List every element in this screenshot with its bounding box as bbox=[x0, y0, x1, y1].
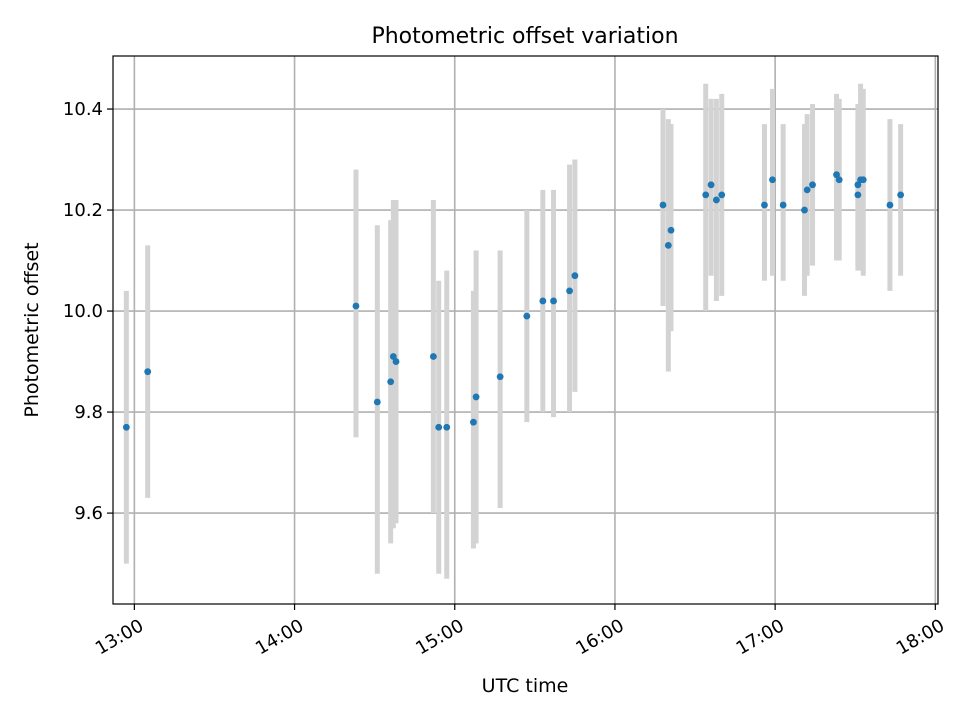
x-axis-label: UTC time bbox=[482, 675, 569, 697]
data-point bbox=[472, 393, 480, 401]
data-point bbox=[144, 368, 152, 376]
data-point bbox=[897, 191, 905, 199]
plot-frame bbox=[112, 55, 939, 605]
data-point bbox=[761, 201, 768, 209]
data-point bbox=[539, 297, 547, 305]
data-point bbox=[664, 242, 672, 249]
data-point bbox=[886, 201, 894, 209]
data-point bbox=[809, 181, 816, 189]
data-point bbox=[392, 358, 400, 365]
data-point bbox=[571, 272, 579, 280]
x-tick-label: 15:00 bbox=[412, 615, 467, 659]
data-point bbox=[566, 287, 573, 295]
data-point bbox=[550, 297, 557, 305]
data-point bbox=[801, 206, 808, 214]
x-tick-label: 17:00 bbox=[733, 615, 788, 659]
data-point bbox=[470, 418, 477, 426]
data-point bbox=[435, 423, 443, 431]
x-tick-label: 18:00 bbox=[893, 615, 948, 659]
data-point bbox=[712, 196, 720, 204]
y-tick-label: 10.0 bbox=[63, 301, 103, 322]
y-tick-layer: 9.6 9.8 10.0 10.2 10.4 bbox=[63, 99, 113, 524]
y-tick-label: 10.4 bbox=[63, 99, 103, 120]
data-point bbox=[659, 201, 667, 209]
data-point bbox=[835, 176, 843, 184]
data-point bbox=[443, 423, 451, 431]
data-point bbox=[859, 176, 867, 184]
x-tick-label: 16:00 bbox=[572, 615, 627, 659]
y-tick-label: 9.6 bbox=[74, 503, 103, 524]
data-point bbox=[429, 353, 437, 360]
data-point bbox=[373, 398, 381, 406]
data-point bbox=[523, 312, 531, 320]
errorbar-layer bbox=[123, 83, 904, 579]
y-tick-label: 10.2 bbox=[63, 200, 103, 221]
data-point bbox=[769, 176, 776, 184]
data-point bbox=[389, 353, 397, 360]
y-axis-label: Photometric offset bbox=[21, 242, 43, 417]
data-point bbox=[387, 378, 395, 386]
data-point bbox=[667, 226, 675, 234]
data-point bbox=[702, 191, 710, 199]
data-point bbox=[779, 201, 787, 209]
x-tick-label: 14:00 bbox=[252, 615, 307, 659]
y-tick-label: 9.8 bbox=[74, 402, 103, 423]
x-tick-layer: 13:00 14:00 15:00 16:00 17:00 18:00 bbox=[92, 604, 948, 659]
chart-title: Photometric offset variation bbox=[371, 24, 678, 49]
data-point bbox=[352, 302, 360, 310]
data-point bbox=[122, 423, 130, 431]
data-point bbox=[707, 181, 715, 189]
data-point bbox=[718, 191, 726, 199]
data-point bbox=[854, 181, 862, 189]
data-point bbox=[854, 191, 862, 199]
x-tick-label: 13:00 bbox=[92, 615, 147, 659]
data-point bbox=[833, 171, 840, 179]
data-point bbox=[803, 186, 811, 194]
data-point bbox=[496, 373, 504, 381]
point-layer bbox=[122, 171, 905, 431]
